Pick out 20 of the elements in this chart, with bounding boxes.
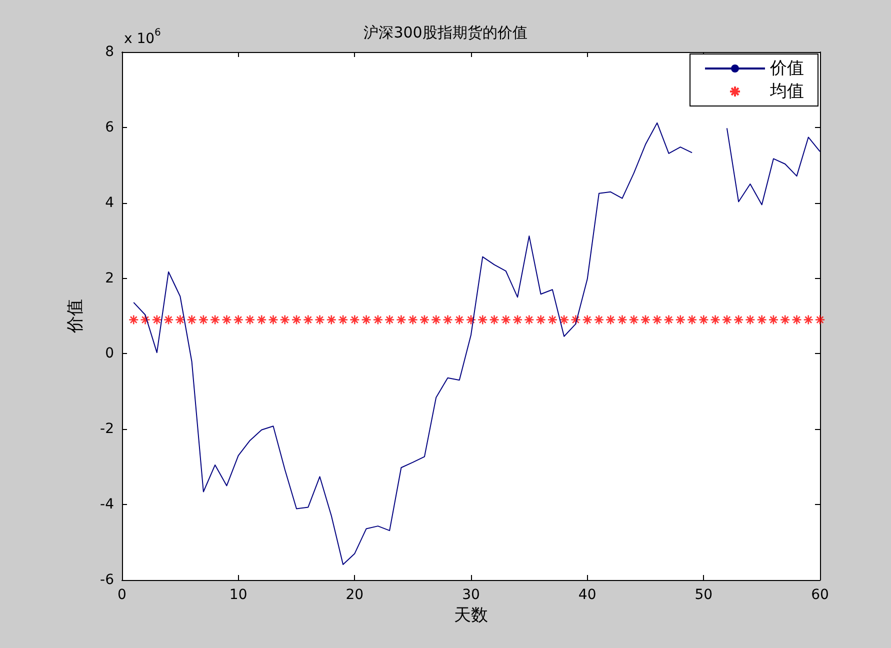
y-axis-title: 价值	[66, 299, 86, 334]
y-tick-label: 8	[105, 44, 114, 60]
y-tick-label: -4	[100, 496, 114, 513]
x-tick-label: 0	[118, 587, 126, 603]
y-tick-label: 0	[105, 346, 114, 362]
x-tick-label: 60	[811, 587, 829, 603]
x-tick-label: 20	[346, 587, 364, 603]
x-tick-label: 10	[229, 587, 248, 603]
x-tick-label: 40	[578, 587, 596, 603]
chart-title: 沪深300股指期货的价值	[364, 24, 528, 42]
y-tick-label: 6	[105, 119, 114, 136]
legend-label: 价值	[769, 58, 804, 78]
x-axis-title: 天数	[454, 605, 488, 626]
y-tick-label: -6	[100, 572, 114, 588]
y-tick-label: -2	[100, 421, 114, 438]
y-tick-label: 2	[105, 270, 114, 286]
x-tick-label: 50	[694, 587, 713, 603]
legend-label: 均值	[769, 82, 804, 102]
y-tick-label: 4	[105, 194, 114, 211]
x-tick-label: 30	[462, 587, 480, 603]
